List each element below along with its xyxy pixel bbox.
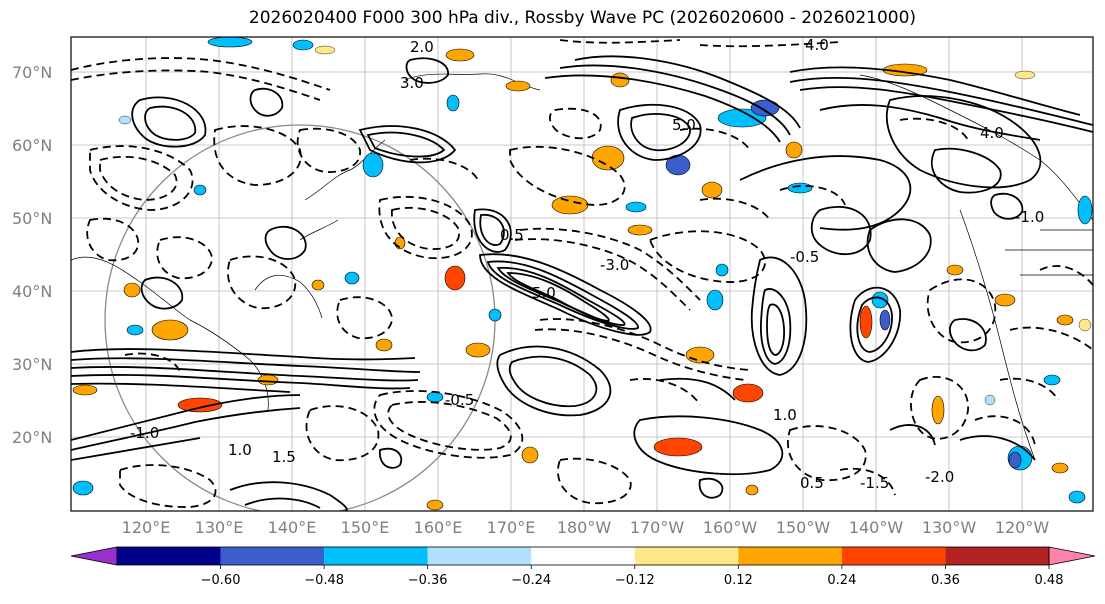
colorbar-tick-label: 0.12 xyxy=(724,573,753,588)
map-content: 2.0 4.0 3.0 5.0 0.5 -0.5 1.0 -1.0 1.5 -1… xyxy=(71,36,1093,511)
lon-label: 180°W xyxy=(557,518,612,537)
contour-label: 2.0 xyxy=(410,38,434,56)
latitude-labels: 70°N 60°N 50°N 40°N 30°N 20°N xyxy=(12,63,52,447)
lon-label: 160°E xyxy=(414,518,463,537)
colorbar-tick-label: −0.48 xyxy=(304,573,344,588)
lon-label: 120°W xyxy=(995,518,1050,537)
lon-label: 120°E xyxy=(122,518,171,537)
contour-label: 4.0 xyxy=(980,124,1004,142)
lon-label: 170°E xyxy=(487,518,536,537)
lon-label: 140°E xyxy=(268,518,317,537)
contour-label: -0.5 xyxy=(790,248,819,266)
colorbar-segment xyxy=(531,547,635,565)
lon-label: 130°W xyxy=(922,518,977,537)
colorbar-segment xyxy=(70,546,118,566)
longitude-labels: 120°E 130°E 140°E 150°E 160°E 170°E 180°… xyxy=(122,518,1050,537)
contour-label: 4.0 xyxy=(805,36,829,54)
colorbar-tick-label: −0.24 xyxy=(511,573,551,588)
colorbar-segment xyxy=(220,547,325,565)
contour-labels: 2.0 4.0 3.0 5.0 0.5 -0.5 1.0 -1.0 1.5 -1… xyxy=(130,36,1044,492)
colorbar-tick-label: 0.36 xyxy=(931,573,960,588)
contour-label: -1.0 xyxy=(130,424,159,442)
lat-label: 50°N xyxy=(12,209,52,228)
lon-label: 170°W xyxy=(630,518,685,537)
lat-label: 30°N xyxy=(12,355,52,374)
negative-contours xyxy=(71,39,1093,508)
colorbar-tick-label: −0.36 xyxy=(408,573,448,588)
colorbar-segment xyxy=(738,547,842,565)
contour-label: 1.0 xyxy=(773,406,797,424)
lat-label: 40°N xyxy=(12,282,52,301)
lon-label: 160°W xyxy=(703,518,758,537)
contour-label: 5.0 xyxy=(672,116,696,134)
contour-label: 3.0 xyxy=(400,74,424,92)
lat-label: 20°N xyxy=(12,428,52,447)
contour-label: -1.0 xyxy=(1015,208,1044,226)
contour-label: -1.5 xyxy=(860,474,889,492)
lon-label: 150°E xyxy=(341,518,390,537)
colorbar-segment xyxy=(1048,546,1096,566)
divergence-fill xyxy=(72,37,1093,511)
colorbar-segment xyxy=(324,547,428,565)
lat-label: 60°N xyxy=(12,136,52,155)
lat-label: 70°N xyxy=(12,63,52,82)
lon-label: 140°W xyxy=(849,518,904,537)
contour-label: 1.0 xyxy=(228,441,252,459)
colorbar-tick-label: 0.24 xyxy=(827,573,856,588)
contour-label: 0.5 xyxy=(500,226,524,244)
colorbar-tick-label: 0.48 xyxy=(1035,573,1064,588)
colorbar-segment xyxy=(841,547,946,565)
lon-label: 150°W xyxy=(776,518,831,537)
map-area xyxy=(71,37,1093,511)
map-title: 2026020400 F000 300 hPa div., Rossby Wav… xyxy=(248,8,917,28)
colorbar-tick-label: −0.12 xyxy=(615,573,655,588)
contour-label: -0.5 xyxy=(445,391,474,409)
colorbar-segment xyxy=(427,547,532,565)
positive-contours xyxy=(71,55,1093,511)
colorbar-segment xyxy=(634,547,739,565)
colorbar-segment xyxy=(117,547,221,565)
contour-label: -2.0 xyxy=(925,468,954,486)
colorbar-tick-label: −0.60 xyxy=(201,573,241,588)
contour-label: 1.5 xyxy=(272,448,296,466)
colorbar-segment xyxy=(945,547,1049,565)
map-frame xyxy=(70,36,1094,512)
contour-label: 0.5 xyxy=(800,474,824,492)
contour-label: 5.0 xyxy=(532,284,556,302)
colorbar-outline xyxy=(116,546,1050,566)
colorbar: −0.60 −0.48 −0.36 −0.24 −0.12 0.12 0.24 0.36 0.4… xyxy=(70,546,1096,588)
lon-label: 130°E xyxy=(195,518,244,537)
contour-label: -3.0 xyxy=(600,256,629,274)
